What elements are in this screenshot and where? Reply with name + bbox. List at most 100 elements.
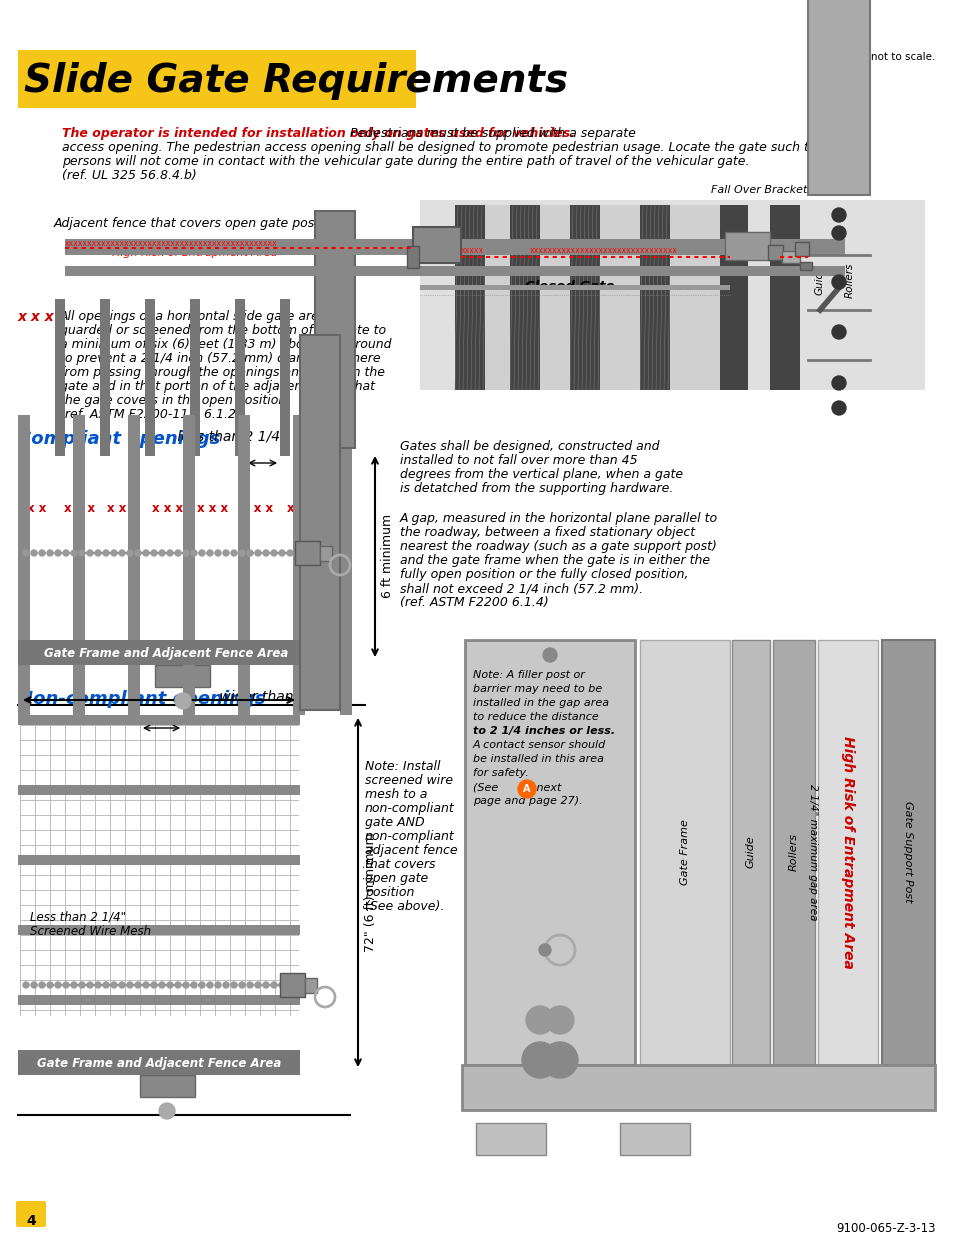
Circle shape xyxy=(831,275,845,289)
Circle shape xyxy=(119,982,125,988)
Circle shape xyxy=(254,982,261,988)
Text: Gate Frame: Gate Frame xyxy=(679,819,689,885)
Bar xyxy=(18,415,30,715)
Bar xyxy=(299,335,339,710)
Circle shape xyxy=(95,982,101,988)
Circle shape xyxy=(151,982,157,988)
FancyBboxPatch shape xyxy=(16,1200,46,1228)
Text: Pedestrians must be supplied with a separate: Pedestrians must be supplied with a sepa… xyxy=(62,127,636,140)
Circle shape xyxy=(127,982,132,988)
Bar xyxy=(724,232,769,261)
Text: Guide: Guide xyxy=(814,264,824,295)
Circle shape xyxy=(538,944,551,956)
Text: is detatched from the supporting hardware.: is detatched from the supporting hardwar… xyxy=(399,482,673,495)
Text: gate AND: gate AND xyxy=(365,816,424,829)
Bar xyxy=(18,448,355,664)
Bar xyxy=(464,640,635,1065)
Circle shape xyxy=(214,550,221,556)
Circle shape xyxy=(39,550,45,556)
Circle shape xyxy=(55,982,61,988)
Circle shape xyxy=(23,550,29,556)
Circle shape xyxy=(143,550,149,556)
Text: 4: 4 xyxy=(26,1214,36,1228)
Bar xyxy=(18,925,299,935)
Text: Adjacent fence that covers open gate position.: Adjacent fence that covers open gate pos… xyxy=(53,217,346,230)
Bar xyxy=(18,1050,299,1074)
Circle shape xyxy=(831,207,845,222)
Circle shape xyxy=(831,226,845,240)
Circle shape xyxy=(135,982,141,988)
Circle shape xyxy=(103,550,109,556)
Text: x x x: x x x xyxy=(242,501,274,515)
Circle shape xyxy=(167,550,172,556)
Text: High Risk of Entrapment Area: High Risk of Entrapment Area xyxy=(841,736,854,968)
Bar xyxy=(817,640,877,1065)
Bar xyxy=(339,415,352,715)
Circle shape xyxy=(183,550,189,556)
Bar xyxy=(314,211,355,448)
Circle shape xyxy=(127,550,132,556)
Circle shape xyxy=(30,550,37,556)
Bar xyxy=(55,299,65,456)
Text: shall not exceed 2 1/4 inch (57.2 mm).: shall not exceed 2 1/4 inch (57.2 mm). xyxy=(399,582,642,595)
Text: Gate Frame and Adjacent Fence Area: Gate Frame and Adjacent Fence Area xyxy=(37,1056,281,1070)
Text: x x: x x xyxy=(28,501,47,515)
Bar xyxy=(476,1123,545,1155)
Circle shape xyxy=(214,982,221,988)
Bar xyxy=(154,664,210,687)
Circle shape xyxy=(525,1007,554,1034)
Text: (ref. ASTM F2200-11a, 6.1.2): (ref. ASTM F2200-11a, 6.1.2) xyxy=(60,408,240,421)
Bar xyxy=(419,285,729,290)
Circle shape xyxy=(47,982,53,988)
Text: non-compliant: non-compliant xyxy=(365,830,455,844)
Circle shape xyxy=(831,325,845,338)
Text: from passing through the openings anywhere in the: from passing through the openings anywhe… xyxy=(60,366,385,379)
Circle shape xyxy=(111,982,117,988)
Circle shape xyxy=(254,550,261,556)
Text: Gates shall be designed, constructed and: Gates shall be designed, constructed and xyxy=(399,440,659,453)
Circle shape xyxy=(303,550,309,556)
Bar xyxy=(65,266,844,270)
Bar xyxy=(305,978,316,993)
Circle shape xyxy=(39,982,45,988)
Circle shape xyxy=(71,982,77,988)
Circle shape xyxy=(159,550,165,556)
Text: Less than 2 1/4"
Screened Wire Mesh: Less than 2 1/4" Screened Wire Mesh xyxy=(30,910,151,939)
Bar xyxy=(455,205,484,390)
Circle shape xyxy=(239,982,245,988)
Circle shape xyxy=(159,982,165,988)
Text: x x x: x x x xyxy=(18,310,54,324)
Circle shape xyxy=(521,1042,558,1078)
Text: All openings of a horizontal slide gate are: All openings of a horizontal slide gate … xyxy=(60,310,319,324)
Bar xyxy=(280,973,305,997)
Bar xyxy=(73,415,85,715)
Circle shape xyxy=(159,1103,174,1119)
Text: x x x: x x x xyxy=(287,501,318,515)
Circle shape xyxy=(103,982,109,988)
Text: xxxxxxxxxxxxxxxxxxxxxxxxxxxxxxxxxxxxxxxxxxxxxx: xxxxxxxxxxxxxxxxxxxxxxxxxxxxxxxxxxxxxxxx… xyxy=(65,240,277,248)
Circle shape xyxy=(87,982,92,988)
Bar xyxy=(190,299,200,456)
Bar xyxy=(18,710,339,1074)
Bar xyxy=(720,205,747,390)
Bar xyxy=(569,205,599,390)
Text: (ref. UL 325 56.8.4.b): (ref. UL 325 56.8.4.b) xyxy=(62,169,196,182)
Text: 6 ft minimum: 6 ft minimum xyxy=(380,514,394,598)
Bar xyxy=(731,640,769,1065)
Bar xyxy=(65,266,844,275)
Bar xyxy=(539,205,569,390)
Text: A contact sensor should: A contact sensor should xyxy=(473,740,605,750)
Circle shape xyxy=(542,648,557,662)
Bar xyxy=(18,995,299,1005)
Bar xyxy=(234,299,245,456)
Text: guarded or screened from the bottom of the gate to: guarded or screened from the bottom of t… xyxy=(60,324,386,337)
Text: Rollers: Rollers xyxy=(844,262,854,298)
Circle shape xyxy=(207,550,213,556)
Circle shape xyxy=(191,982,196,988)
Text: wider than 2 1/4".: wider than 2 1/4". xyxy=(214,690,344,704)
Text: installed in the gap area: installed in the gap area xyxy=(473,698,608,708)
Circle shape xyxy=(223,550,229,556)
Circle shape xyxy=(47,550,53,556)
Text: non-compliant: non-compliant xyxy=(365,802,455,815)
Text: Gate Support Post: Gate Support Post xyxy=(902,802,912,903)
